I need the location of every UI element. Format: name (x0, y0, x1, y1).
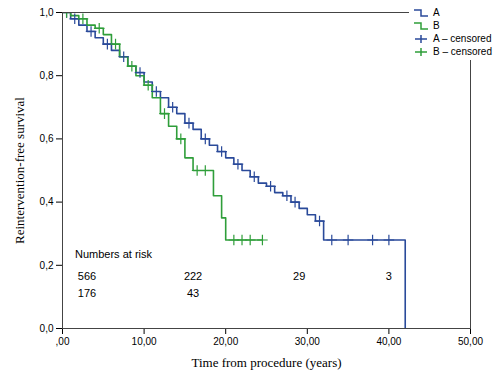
svg-text:0,6: 0,6 (40, 133, 54, 144)
svg-text:Reintervention-free survival: Reintervention-free survival (12, 97, 27, 244)
svg-text:566: 566 (78, 270, 96, 282)
svg-text:30,00: 30,00 (295, 336, 320, 347)
svg-text:43: 43 (187, 287, 199, 299)
html-text:B: B (433, 20, 440, 31)
svg-text:176: 176 (78, 287, 96, 299)
svg-text:50,00: 50,00 (458, 336, 483, 347)
svg-text:20,00: 20,00 (213, 336, 238, 347)
svg-text:10,00: 10,00 (132, 336, 157, 347)
svg-text:0,2: 0,2 (40, 260, 54, 271)
svg-text:Numbers at risk: Numbers at risk (75, 248, 153, 260)
svg-text:3: 3 (386, 270, 392, 282)
html-text:B – censored: B – censored (433, 46, 492, 57)
svg-text:0,8: 0,8 (40, 70, 54, 81)
html-text:A: A (433, 7, 440, 18)
svg-text:29: 29 (293, 270, 305, 282)
svg-text:0,4: 0,4 (40, 196, 54, 207)
svg-text:222: 222 (184, 270, 202, 282)
svg-text:40,00: 40,00 (376, 336, 401, 347)
svg-text:Time from procedure (years): Time from procedure (years) (191, 355, 341, 370)
html-text:A – censored: A – censored (433, 33, 492, 44)
svg-text:1,0: 1,0 (40, 7, 54, 18)
svg-text:0,0: 0,0 (40, 323, 54, 334)
svg-text:,00: ,00 (56, 336, 70, 347)
